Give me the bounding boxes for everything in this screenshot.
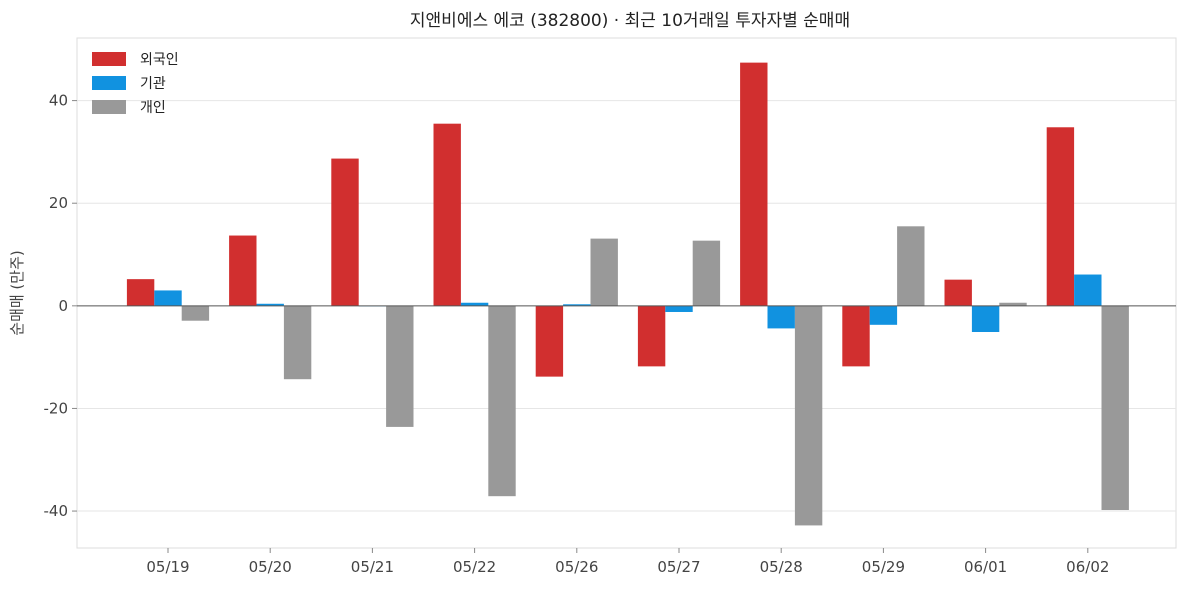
- bar-외국인-05/19: [126, 279, 155, 306]
- x-tick-label: 05/20: [249, 558, 292, 576]
- legend-label-개인: 개인: [140, 100, 166, 116]
- y-tick-label: -20: [44, 399, 69, 417]
- bar-기관-05/28: [767, 305, 795, 329]
- bar-개인-06/02: [1101, 305, 1129, 511]
- gridlines: [77, 100, 1176, 512]
- legend-swatch-개인: [92, 100, 126, 114]
- bar-외국인-05/29: [842, 305, 870, 367]
- bar-외국인-05/21: [331, 158, 359, 306]
- bars: [126, 62, 1129, 526]
- bar-개인-05/26: [590, 238, 618, 306]
- legend-swatch-외국인: [92, 52, 126, 66]
- x-tick-label: 05/19: [146, 558, 189, 576]
- x-axis-ticks: 05/19 05/20 05/21 05/22 05/26 05/27 05/28 05/29…: [146, 548, 1109, 576]
- x-tick-label: 05/22: [453, 558, 496, 576]
- bar-외국인-05/27: [637, 305, 666, 367]
- x-tick-label: 05/21: [351, 558, 394, 576]
- bar-외국인-06/01: [944, 279, 972, 306]
- bar-기관-05/29: [869, 305, 898, 325]
- y-tick-label: 0: [58, 297, 68, 315]
- y-axis-label: 순매매 (만주): [8, 250, 26, 335]
- bar-개인-05/27: [692, 240, 721, 306]
- bar-기관-05/20: [256, 303, 284, 306]
- legend-label-기관: 기관: [140, 76, 166, 92]
- x-tick-label: 05/28: [760, 558, 803, 576]
- bar-외국인-05/20: [229, 235, 257, 306]
- y-tick-label: 40: [49, 92, 68, 110]
- bar-외국인-06/02: [1046, 127, 1075, 306]
- y-axis-ticks: -40 -20 0 20 40: [44, 92, 77, 520]
- y-tick-label: 20: [49, 194, 68, 212]
- bar-기관-05/26: [563, 304, 591, 306]
- legend-label-외국인: 외국인: [140, 52, 179, 68]
- x-tick-label: 06/02: [1066, 558, 1109, 576]
- bar-기관-06/01: [971, 305, 1000, 332]
- bar-개인-05/21: [386, 305, 414, 427]
- bar-개인-05/28: [794, 305, 823, 526]
- x-tick-label: 06/01: [964, 558, 1007, 576]
- x-tick-label: 05/26: [555, 558, 598, 576]
- y-tick-label: -40: [44, 502, 69, 520]
- x-tick-label: 05/29: [862, 558, 905, 576]
- x-tick-label: 05/27: [657, 558, 700, 576]
- bar-기관-05/27: [665, 305, 693, 312]
- bar-기관-05/19: [154, 290, 182, 306]
- bar-기관-05/22: [460, 302, 489, 306]
- bar-외국인-05/22: [433, 123, 461, 306]
- bar-외국인-05/28: [740, 62, 768, 306]
- bar-개인-05/22: [488, 305, 516, 497]
- bar-외국인-05/26: [535, 305, 564, 377]
- plot-area-frame: [76, 37, 1177, 549]
- bar-개인-05/29: [897, 226, 925, 306]
- bar-개인-05/19: [181, 305, 210, 321]
- legend-swatch-기관: [92, 76, 126, 90]
- bar-기관-06/02: [1074, 274, 1102, 306]
- chart-title: 지앤비에스 에코 (382800) · 최근 10거래일 투자자별 순매매: [410, 11, 850, 31]
- bar-개인-05/20: [283, 305, 312, 380]
- bar-개인-06/01: [999, 302, 1027, 306]
